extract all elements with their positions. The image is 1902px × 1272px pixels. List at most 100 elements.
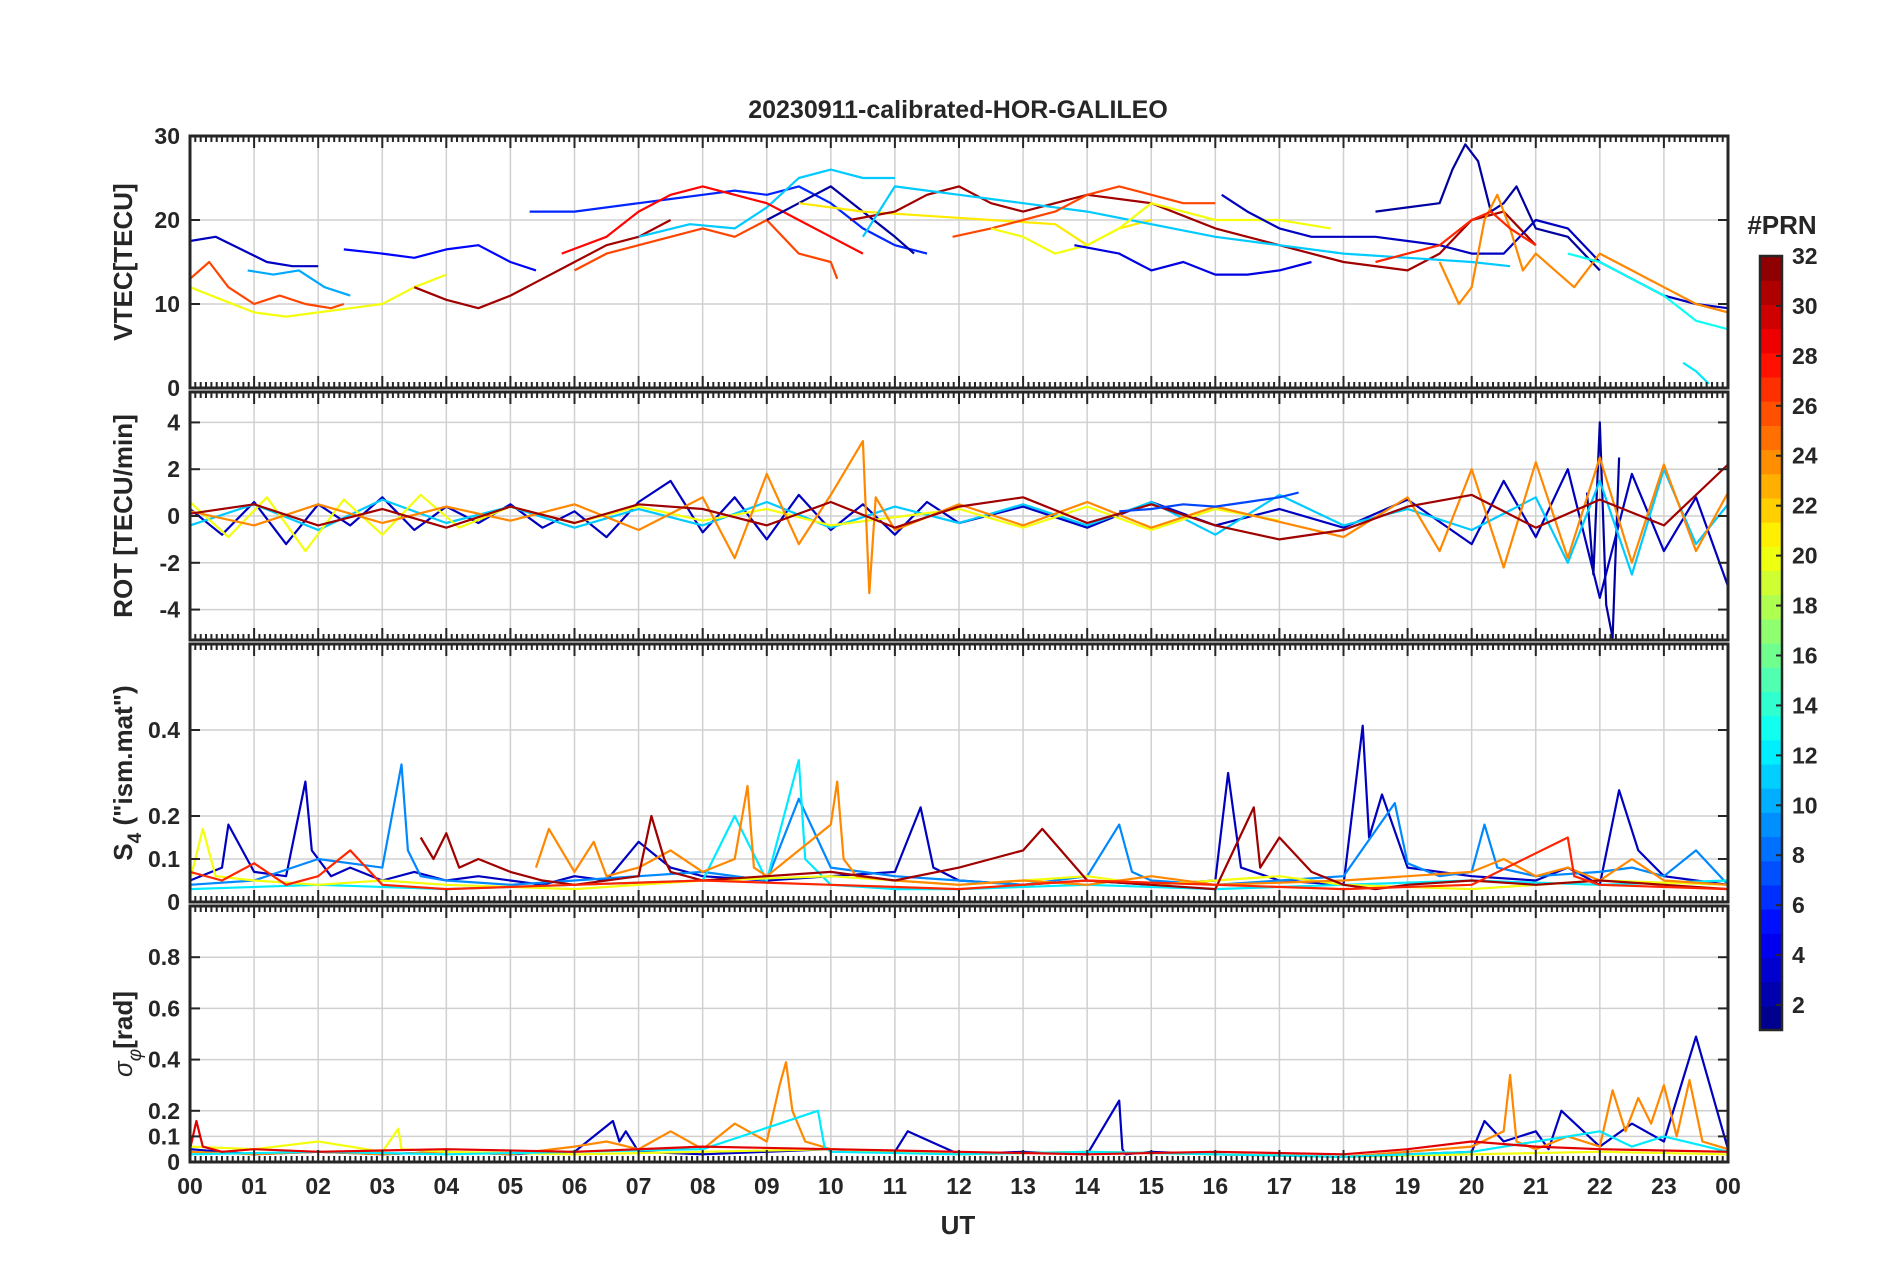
- x-tick-label: 14: [1074, 1173, 1100, 1199]
- colorbar-swatch: [1760, 352, 1782, 378]
- colorbar-swatch: [1760, 594, 1782, 620]
- y-tick-label: 0.8: [148, 944, 180, 970]
- x-tick-marks: [189, 392, 1729, 640]
- series-line-prn-13: [1567, 252, 1728, 331]
- colorbar-tick-label: 32: [1792, 243, 1818, 269]
- series-line-prn-29: [190, 1119, 1728, 1156]
- y-tick-label: 0.2: [148, 1098, 180, 1124]
- colorbar-swatch: [1760, 376, 1782, 402]
- colorbar-frame: [1758, 254, 1784, 1032]
- series-line-prn-27: [190, 836, 1728, 891]
- x-tick-label: 07: [626, 1173, 652, 1199]
- x-tick-label: 18: [1331, 1173, 1357, 1199]
- x-tick-label: 22: [1587, 1173, 1613, 1199]
- colorbar-swatch: [1760, 546, 1782, 572]
- panel-sigma_phi: 00.10.2 0.4 0.6 0.8σφ[rad]: [108, 904, 1730, 1175]
- series-line-prn-31: [190, 463, 1728, 541]
- colorbar-swatch: [1760, 836, 1782, 862]
- panel-rot: -4 -2 0 2 4 ROT [TECU/min]: [108, 390, 1730, 642]
- series-line-prn-3: [1221, 193, 1728, 310]
- colorbar-tick-label: 10: [1792, 792, 1818, 818]
- panel-s4: 0 0.1 0.2 0.4S4 ("ism.mat"): [108, 642, 1730, 915]
- colorbar-tick-label: 6: [1792, 892, 1805, 918]
- y-tick-label: 20: [154, 207, 180, 233]
- x-tick-label: 03: [369, 1173, 395, 1199]
- x-tick-label: 21: [1523, 1173, 1549, 1199]
- colorbar-swatch: [1760, 570, 1782, 596]
- y-axis-label: VTEC[TECU]: [108, 183, 138, 340]
- y-tick-label: 10: [154, 291, 180, 317]
- colorbar-swatch: [1760, 860, 1782, 886]
- colorbar-swatch: [1760, 812, 1782, 838]
- series-line-prn-26: [952, 185, 1216, 238]
- x-tick-label: 15: [1138, 1173, 1164, 1199]
- series-line-prn-5: [343, 244, 537, 272]
- colorbar-swatch: [1760, 788, 1782, 813]
- x-tick-label: 06: [562, 1173, 588, 1199]
- colorbar-tick-label: 28: [1792, 343, 1818, 369]
- series-line-prn-11: [861, 185, 1511, 268]
- colorbar-swatch: [1760, 497, 1782, 523]
- colorbar-swatch: [1760, 739, 1782, 765]
- colorbar-swatch: [1760, 401, 1782, 426]
- y-tick-label: 0: [167, 889, 180, 915]
- x-tick-label: 04: [434, 1173, 460, 1199]
- series-line-prn-12: [1682, 361, 1710, 385]
- y-tick-label: 0.4: [148, 1047, 180, 1073]
- series-line-prn-20: [190, 493, 1280, 553]
- colorbar-swatch: [1760, 449, 1782, 475]
- x-tick-label: 11: [883, 1173, 908, 1199]
- colorbar-tick-label: 4: [1792, 942, 1805, 968]
- colorbar-swatch: [1760, 425, 1782, 451]
- colorbar-swatch: [1760, 667, 1782, 692]
- x-tick-label: 08: [690, 1173, 716, 1199]
- colorbar-swatch: [1760, 328, 1782, 354]
- x-tick-label: 09: [754, 1173, 780, 1199]
- colorbar-tick-label: 12: [1792, 742, 1818, 768]
- series-line-prn-20: [990, 202, 1331, 255]
- y-tick-label: 0.1: [148, 1123, 180, 1149]
- x-tick-label: 05: [498, 1173, 524, 1199]
- colorbar-swatch: [1760, 618, 1782, 644]
- colorbar-swatch: [1760, 522, 1782, 547]
- colorbar-tick-label: 8: [1792, 842, 1805, 868]
- x-tick-marks: [189, 644, 1729, 902]
- y-tick-label: 0: [167, 375, 180, 401]
- y-axis-label: σφ[rad]: [108, 991, 146, 1077]
- x-tick-label: 17: [1267, 1173, 1293, 1199]
- series-line-prn-2: [1585, 421, 1621, 639]
- y-tick-label: 0: [167, 1149, 180, 1175]
- colorbar-swatch: [1760, 933, 1782, 959]
- x-tick-label: 10: [818, 1173, 844, 1199]
- series-line-prn-26: [573, 218, 839, 280]
- x-tick-label: 00: [1715, 1173, 1741, 1199]
- series-line-prn-24: [1438, 193, 1728, 314]
- x-tick-label: 00: [177, 1173, 203, 1199]
- y-axis-label: S4 ("ism.mat"): [108, 685, 146, 860]
- x-tick-label: 02: [305, 1173, 331, 1199]
- colorbar-swatch: [1760, 957, 1782, 983]
- series-line-prn-3: [190, 468, 1728, 600]
- colorbar-swatch: [1760, 763, 1782, 789]
- series-group: [190, 421, 1728, 639]
- x-tick-label: 13: [1010, 1173, 1036, 1199]
- colorbar-tick-label: 16: [1792, 642, 1818, 668]
- x-tick-marks: [189, 906, 1729, 1162]
- x-tick-label: 16: [1203, 1173, 1229, 1199]
- x-tick-label: 23: [1651, 1173, 1677, 1199]
- colorbar-swatch: [1760, 643, 1782, 668]
- colorbar-tick-label: 2: [1792, 992, 1805, 1018]
- series-group: [190, 143, 1728, 385]
- colorbar-tick-label: 26: [1792, 393, 1818, 419]
- x-tick-marks: [189, 136, 1729, 388]
- colorbar-tick-label: 24: [1792, 443, 1818, 469]
- series-line-prn-11: [638, 168, 895, 238]
- colorbar-tick-label: 20: [1792, 543, 1818, 569]
- colorbar-swatch: [1760, 691, 1782, 717]
- y-tick-label: 0: [167, 503, 180, 529]
- panel-vtec: 0 10 20 30 VTEC[TECU]: [108, 123, 1730, 401]
- y-tick-label: 0.6: [148, 995, 180, 1021]
- series-line-prn-31: [849, 185, 1537, 272]
